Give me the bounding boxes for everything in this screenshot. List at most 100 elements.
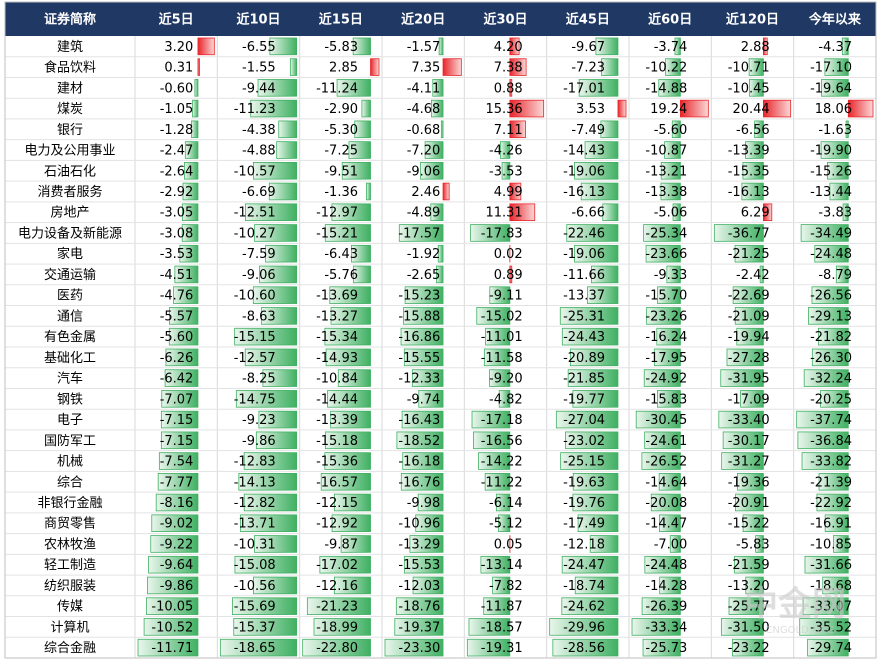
cell-value: -19.36: [728, 475, 770, 490]
cell-value: -26.39: [645, 600, 687, 615]
cell-value: -23.26: [645, 309, 687, 324]
cell-value: -33.82: [810, 455, 852, 470]
row-label: 家电: [57, 246, 83, 262]
cell-value: -1.63: [818, 123, 852, 138]
cell-value: -3.08: [160, 226, 194, 241]
cell-value: -1.05: [160, 102, 194, 117]
cell-value: -22.80: [316, 641, 358, 656]
watermark-site: CNGOLD.ORG: [765, 625, 834, 636]
cell-value: -29.13: [810, 309, 852, 324]
cell-value: -5.06: [654, 206, 688, 221]
cell-value: 0.88: [494, 81, 523, 96]
cell-value: -15.18: [316, 434, 358, 449]
cell-value: 7.35: [411, 61, 440, 76]
column-header: 近5日: [159, 12, 194, 28]
cell-value: -13.71: [234, 517, 276, 532]
bar-negative: [279, 121, 297, 138]
cell-value: -4.89: [407, 206, 441, 221]
cell-value: -3.53: [160, 247, 194, 262]
cell-value: -10.22: [645, 61, 687, 76]
cell-value: -5.60: [654, 123, 688, 138]
cell-value: -6.69: [242, 185, 276, 200]
cell-value: -5.57: [160, 309, 194, 324]
cell-value: -17.01: [563, 81, 605, 96]
cell-value: -17.95: [645, 351, 687, 366]
cell-value: -10.57: [234, 164, 276, 179]
cell-value: -33.34: [645, 620, 687, 635]
cell-value: -24.48: [645, 558, 687, 573]
cell-value: -10.84: [316, 372, 358, 387]
bar-positive: [443, 59, 461, 76]
cell-value: -9.23: [242, 413, 276, 428]
cell-value: -11.23: [234, 102, 276, 117]
cell-value: -14.13: [234, 475, 276, 490]
cell-value: 7.11: [494, 123, 523, 138]
cell-value: -14.93: [316, 351, 358, 366]
cell-value: -10.60: [234, 289, 276, 304]
bar-negative: [441, 121, 443, 138]
row-label: 汽车: [57, 371, 83, 387]
cell-value: -16.56: [481, 434, 523, 449]
cell-value: -21.09: [728, 309, 770, 324]
cell-value: 19.24: [650, 102, 687, 117]
column-header: 近15日: [319, 12, 363, 28]
cell-value: -6.14: [489, 496, 523, 511]
cell-value: -9.64: [160, 558, 194, 573]
cell-value: -20.25: [810, 392, 852, 407]
cell-value: -7.82: [489, 579, 523, 594]
cell-value: -2.65: [407, 268, 441, 283]
cell-value: -7.49: [571, 123, 605, 138]
cell-value: -15.08: [234, 558, 276, 573]
cell-value: -14.43: [563, 144, 605, 159]
cell-value: -21.85: [563, 372, 605, 387]
cell-value: -24.62: [563, 600, 605, 615]
cell-value: -2.92: [160, 185, 194, 200]
cell-value: -9.67: [571, 40, 605, 55]
cell-value: -13.44: [810, 185, 852, 200]
cell-value: -15.22: [728, 517, 770, 532]
column-header: 近60日: [648, 12, 692, 28]
cell-value: -21.59: [728, 558, 770, 573]
cell-value: -0.60: [160, 81, 194, 96]
cell-value: -9.44: [242, 81, 276, 96]
cell-value: 15.36: [485, 102, 522, 117]
row-label: 银行: [57, 123, 83, 138]
cell-value: -22.46: [563, 226, 605, 241]
cell-value: -24.92: [645, 372, 687, 387]
row-label: 石油石化: [44, 164, 96, 179]
row-label: 消费者服务: [37, 184, 102, 200]
cell-value: -11.24: [316, 81, 358, 96]
cell-value: -12.97: [316, 206, 358, 221]
cell-value: 11.31: [485, 206, 522, 221]
cell-value: -31.27: [728, 455, 770, 470]
row-label: 电力及公用事业: [24, 144, 115, 159]
cell-value: -14.28: [645, 579, 687, 594]
cell-value: -6.66: [571, 206, 605, 221]
cell-value: -5.30: [324, 123, 358, 138]
cell-value: -12.33: [398, 372, 440, 387]
bar-positive: [443, 183, 449, 200]
cell-value: -6.26: [160, 351, 194, 366]
cell-value: -19.63: [563, 475, 605, 490]
cell-value: -17.10: [810, 61, 852, 76]
cell-value: -4.88: [242, 144, 276, 159]
cell-value: -9.20: [489, 372, 523, 387]
cell-value: -4.76: [160, 289, 194, 304]
row-label: 电力设备及新能源: [18, 225, 122, 241]
cell-value: -3.05: [160, 206, 194, 221]
cell-value: -10.27: [234, 226, 276, 241]
cell-value: -27.04: [563, 413, 605, 428]
cell-value: -7.25: [324, 144, 358, 159]
cell-value: -23.66: [645, 247, 687, 262]
row-label: 建材: [57, 81, 83, 96]
cell-value: 20.44: [732, 102, 769, 117]
cell-value: -10.05: [151, 600, 193, 615]
cell-value: -23.22: [728, 641, 770, 656]
cell-value: -32.24: [810, 372, 852, 387]
cell-value: -16.43: [398, 413, 440, 428]
cell-value: -9.86: [242, 434, 276, 449]
cell-value: -14.22: [481, 455, 523, 470]
cell-value: -12.51: [234, 206, 276, 221]
bar-negative: [366, 183, 370, 200]
row-label: 计算机: [50, 620, 89, 635]
